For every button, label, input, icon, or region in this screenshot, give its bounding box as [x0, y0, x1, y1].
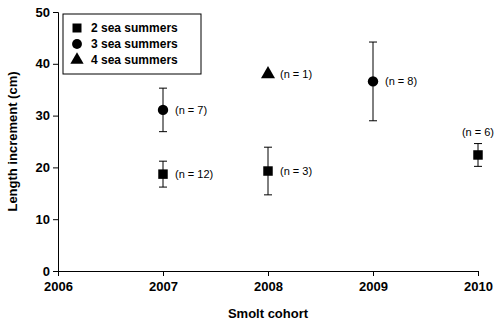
y-tick-label: 30 — [36, 108, 50, 123]
point — [158, 105, 168, 115]
series — [261, 66, 275, 78]
plot: 2006200720082009201001020304050(n = 12)(… — [36, 5, 495, 294]
y-tick-label: 50 — [36, 5, 50, 20]
y-tick: 20 — [36, 160, 58, 175]
annotation: (n = 3) — [280, 165, 312, 177]
annotation: (n = 8) — [385, 75, 417, 87]
y-tick: 0 — [43, 264, 58, 279]
y-axis-line — [53, 13, 59, 272]
x-tick: 2008 — [254, 271, 283, 294]
legend-marker — [73, 24, 82, 33]
error-bar-cap — [474, 143, 482, 144]
y-tick-label: 40 — [36, 56, 50, 71]
error-bar-cap — [474, 166, 482, 167]
error-bar-cap — [369, 120, 377, 121]
error-bar — [264, 147, 272, 195]
legend-label: 4 sea summers — [91, 53, 178, 67]
error-bar-cap — [369, 42, 377, 43]
x-axis-line — [59, 272, 479, 277]
error-bar-cap — [159, 88, 167, 89]
annotation: (n = 7) — [175, 104, 207, 116]
x-tick-label: 2010 — [464, 279, 493, 294]
y-tick: 30 — [36, 108, 58, 123]
point — [368, 76, 378, 86]
y-tick: 50 — [36, 5, 58, 20]
legend-marker — [72, 39, 82, 49]
point — [473, 150, 482, 159]
y-tick-label: 10 — [36, 212, 50, 227]
marks — [158, 42, 483, 195]
y-tick-mark — [53, 167, 58, 168]
x-tick-mark — [478, 271, 479, 276]
x-tick-label: 2006 — [44, 279, 73, 294]
y-tick-mark — [53, 12, 58, 13]
error-bar-cap — [264, 194, 272, 195]
error-bar-cap — [159, 187, 167, 188]
annotation: (n = 1) — [280, 68, 312, 80]
x-axis: 2006 2007 2008 2009 2010 — [44, 271, 493, 294]
y-tick-mark — [53, 219, 58, 220]
legend-marker — [70, 52, 83, 64]
x-tick: 2007 — [149, 271, 178, 294]
y-tick: 10 — [36, 212, 58, 227]
x-tick: 2009 — [359, 271, 388, 294]
series — [158, 144, 482, 195]
x-tick-mark — [268, 271, 269, 276]
error-bar-cap — [264, 147, 272, 148]
point — [261, 66, 275, 78]
y-tick-label: 20 — [36, 160, 50, 175]
annotation: (n = 6) — [462, 126, 494, 138]
point — [158, 169, 167, 178]
x-tick-label: 2009 — [359, 279, 388, 294]
x-tick-mark — [373, 271, 374, 276]
legend-label: 2 sea summers — [91, 21, 178, 35]
y-tick-mark — [53, 116, 58, 117]
error-bar — [474, 144, 482, 167]
point — [263, 166, 272, 175]
chart: 2006200720082009201001020304050(n = 12)(… — [0, 0, 500, 328]
y-tick: 40 — [36, 56, 58, 71]
error-bar-cap — [159, 131, 167, 132]
annotations: (n = 12) (n = 3) (n = 6) (n = 7) (n = 8) (n =… — [175, 68, 494, 180]
legend-label: 3 sea summers — [91, 37, 178, 51]
y-axis-title: Length increment (cm) — [5, 71, 20, 211]
error-bar — [159, 161, 167, 187]
legend-box — [63, 14, 201, 74]
y-tick-label: 0 — [43, 264, 50, 279]
x-tick-label: 2008 — [254, 279, 283, 294]
y-axis: 0 10 20 30 40 50 — [36, 5, 59, 279]
legend: 2 sea summers 3 sea summers 4 sea summers — [63, 14, 201, 74]
x-tick-mark — [163, 271, 164, 276]
annotation: (n = 12) — [175, 168, 213, 180]
y-tick-mark — [53, 64, 58, 65]
y-tick-mark — [53, 271, 58, 272]
error-bar-cap — [159, 161, 167, 162]
x-tick-label: 2007 — [149, 279, 178, 294]
x-tick: 2010 — [464, 271, 493, 294]
x-axis-title: Smolt cohort — [228, 306, 309, 321]
